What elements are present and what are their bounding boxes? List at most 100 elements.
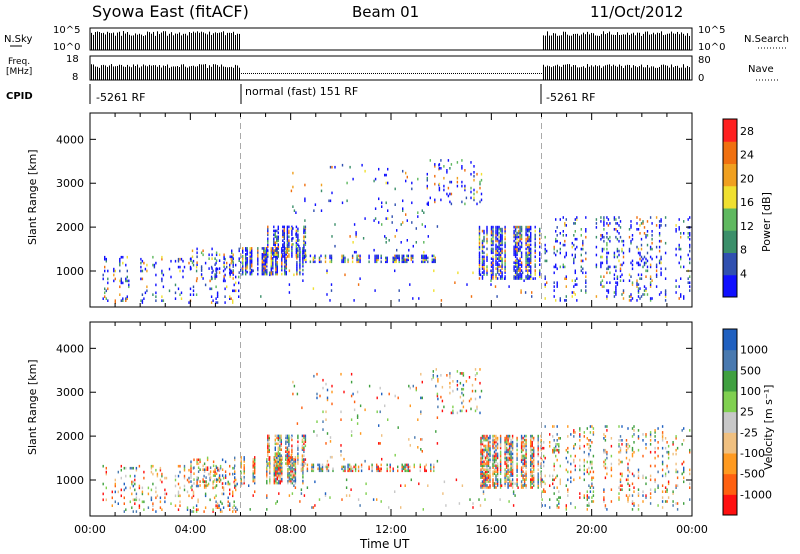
heatmap-cell [603,498,605,501]
heatmap-cell [454,281,456,284]
heatmap-cell [492,462,494,466]
noise-strip-frame [89,27,693,51]
heatmap-cell [555,263,557,267]
heatmap-cell [553,462,555,466]
heatmap-cell [528,269,530,272]
heatmap-cell [567,490,569,493]
heatmap-cell [300,492,303,495]
heatmap-cell [334,244,336,248]
heatmap-cell [637,228,640,231]
heatmap-cell [351,260,354,264]
heatmap-cell [193,458,195,462]
freq-bar [193,65,194,80]
heatmap-cell [505,464,508,468]
heatmap-cell [553,265,555,269]
heatmap-cell [478,253,481,257]
heatmap-cell [530,450,532,454]
heatmap-cell [131,506,133,509]
heatmap-cell [174,291,177,295]
heatmap-cell [607,251,610,255]
heatmap-cell [105,472,107,476]
heatmap-cell [449,200,451,204]
heatmap-cell [492,261,494,264]
heatmap-cell [574,293,576,296]
heatmap-cell [664,267,667,271]
heatmap-cell [483,257,485,260]
heatmap-cell [284,272,286,276]
heatmap-cell [639,277,641,280]
heatmap-cell [522,444,524,448]
noise-bar [211,34,212,50]
heatmap-cell [274,434,276,438]
heatmap-cell [388,392,390,396]
heatmap-cell [516,442,518,446]
freq-bar [547,65,548,80]
heatmap-cell [579,458,581,462]
heatmap-cell [440,198,442,202]
heatmap-cell [499,484,502,487]
heatmap-cell [628,470,631,474]
heatmap-cell [654,450,656,454]
heatmap-cell [492,251,494,255]
heatmap-cell [552,425,554,428]
heatmap-cell [266,471,268,475]
heatmap-cell [400,484,402,487]
freq-bar [219,66,220,80]
noise-bar [131,35,132,50]
heatmap-cell [683,232,685,235]
heatmap-cell [513,275,515,278]
heatmap-cell [254,458,256,461]
heatmap-cell [505,448,508,452]
heatmap-cell [655,265,658,269]
heatmap-cell [514,225,517,229]
heatmap-cell [604,448,607,452]
heatmap-cell [199,458,201,462]
freq-mark [317,73,318,74]
heatmap-cell [496,474,499,477]
heatmap-cell [387,181,389,185]
heatmap-cell [492,466,494,469]
heatmap-cell [304,219,306,222]
heatmap-cell [267,225,269,229]
heatmap-cell [514,249,517,253]
heatmap-cell [517,275,520,278]
heatmap-cell [466,283,468,286]
heatmap-cell [481,448,484,452]
freq-mark [251,73,252,74]
heatmap-cell [517,277,520,280]
heatmap-cell [279,479,281,483]
heatmap-cell [546,259,548,263]
noise-bar [567,34,568,50]
heatmap-cell [232,466,234,470]
heatmap-cell [514,261,517,264]
heatmap-cell [462,372,465,375]
heatmap-cell [496,231,499,235]
heatmap-cell [114,500,116,504]
freq-bar [683,64,684,80]
freq-bar [633,65,634,80]
heatmap-cell [511,442,514,446]
heatmap-cell [591,482,593,486]
heatmap-cell [288,283,291,286]
heatmap-cell [245,260,247,264]
heatmap-cell [567,450,569,454]
heatmap-cell [525,265,527,268]
heatmap-cell [465,196,468,200]
heatmap-cell [191,510,193,513]
heatmap-cell [621,293,623,296]
heatmap-cell [320,183,323,187]
heatmap-cell [676,470,679,474]
heatmap-cell [556,239,558,243]
heatmap-cell [138,486,141,490]
freq-mark [341,73,342,74]
heatmap-cell [528,253,530,257]
heatmap-cell [483,476,485,479]
heatmap-cell [280,434,282,438]
heatmap-cell [527,263,529,266]
heatmap-cell [359,277,361,280]
heatmap-cell [517,261,520,264]
heatmap-cell [549,498,551,501]
heatmap-cell [243,466,245,469]
heatmap-cell [276,255,278,258]
heatmap-cell [342,260,345,264]
